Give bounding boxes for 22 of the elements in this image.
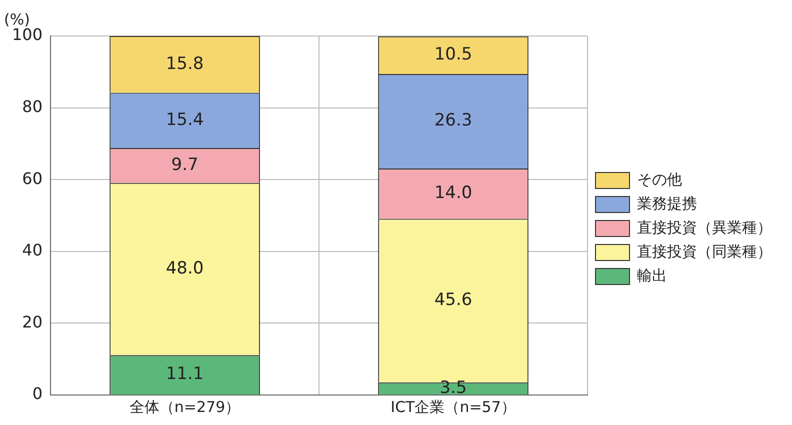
data-label: 15.8 <box>166 54 204 74</box>
data-label: 15.4 <box>166 110 204 130</box>
data-label: 3.5 <box>440 378 467 398</box>
y-tick-label: 60 <box>22 168 43 188</box>
y-tick-label: 80 <box>22 96 43 116</box>
legend-label: 直接投資（異業種） <box>637 218 772 236</box>
legend-label: その他 <box>637 170 682 188</box>
y-tick-label: 40 <box>22 240 43 260</box>
legend-label: 直接投資（同業種） <box>637 242 772 260</box>
x-tick-label: 全体（n=279） <box>129 398 240 416</box>
x-tick-label: ICT企業（n=57） <box>390 398 516 416</box>
data-label: 11.1 <box>166 364 204 384</box>
legend-label: 輸出 <box>637 266 667 284</box>
data-label: 48.0 <box>166 258 204 278</box>
data-label: 26.3 <box>434 110 472 131</box>
data-label: 9.7 <box>171 154 198 175</box>
data-label: 45.6 <box>434 290 472 310</box>
data-label: 10.5 <box>434 44 472 65</box>
y-tick-label: 0 <box>32 384 43 404</box>
data-label: 14.0 <box>434 183 472 204</box>
y-tick-label: 20 <box>22 312 43 332</box>
legend-label: 業務提携 <box>637 194 697 212</box>
